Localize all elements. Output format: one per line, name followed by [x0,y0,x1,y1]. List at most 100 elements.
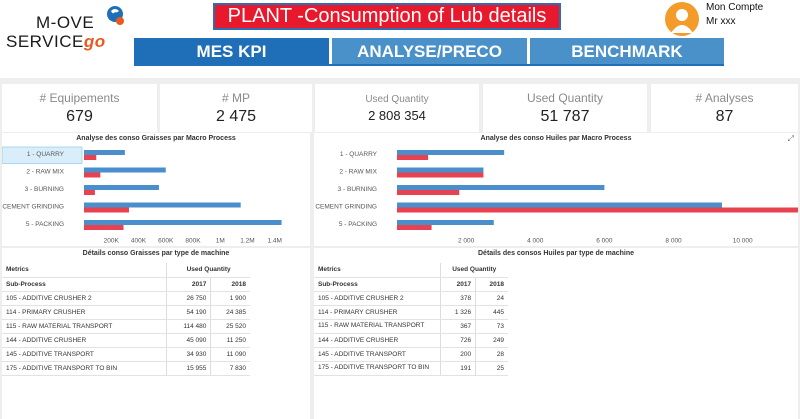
x-tick-label: 800K [185,238,201,245]
table-row[interactable]: 115 - RAW MATERIAL TRANSPORT 114 480 25 52… [2,319,250,334]
x-tick-label: 8 000 [665,238,682,245]
category-label[interactable]: 5 - PACKING [26,221,64,228]
x-tick-label: 400K [131,238,147,245]
category-label[interactable]: 2 - RAW MIX [339,169,377,176]
chart-graisses: 1 - QUARRY 2 - RAW MIX 3 - BURNING 4 - CEME… [2,146,282,245]
kpi-mp: # MP 2 475 [160,84,312,132]
row-label: 105 - ADDITIVE CRUSHER 2 [314,291,440,306]
bar-2017[interactable] [84,220,282,225]
year-header: 2017 [166,277,211,292]
table-title: Détails conso Graisses par type de machi… [82,250,230,257]
kpi-value: 2 475 [215,108,257,125]
kpi-value: 87 [715,108,734,125]
row-label: 175 - ADDITIVE TRANSPORT TO BIN [2,361,167,376]
expand-icon[interactable]: ⤢ [787,134,794,143]
row-value: 25 520 [210,319,250,334]
category-label[interactable]: 5 - PACKING [339,221,377,228]
bar-2017[interactable] [397,167,484,173]
row-value: 15 955 [166,361,211,376]
bar-2017[interactable] [397,150,505,155]
row-value: 73 [475,319,508,334]
account-label[interactable]: Mon Compte [706,2,764,13]
chart-title: Analyse des conso Graisses par Macro Pro… [76,135,236,142]
tab-mes-kpi[interactable]: MES KPI [134,38,329,65]
bar-2018[interactable] [84,207,129,213]
category-label[interactable]: 4 - CEMENT GRINDING [2,204,64,211]
x-tick-label: 4 000 [527,238,544,245]
kpi-used-quantity-graisses: Used Quantity 2 808 354 [315,84,479,132]
logo-go: go [83,32,106,51]
row-value: 1 900 [210,291,250,306]
table-row[interactable]: 145 - ADDITIVE TRANSPORT 34 930 11 090 [2,347,250,362]
row-value: 11 250 [210,333,250,348]
chart-panel-huiles: Analyse des conso Huiles par Macro Proce… [314,133,798,246]
bar-2017[interactable] [397,220,494,225]
bar-2018[interactable] [84,225,124,230]
category-label[interactable]: 3 - BURNING [25,186,64,193]
row-label: 114 - PRIMARY CRUSHER [2,305,167,320]
category-label[interactable]: 4 - CEMENT GRINDING [314,204,377,211]
table-row[interactable]: 105 - ADDITIVE CRUSHER 2 26 750 1 900 [2,291,250,306]
kpi-analyses: # Analyses 87 [651,84,798,132]
table-row[interactable]: 105 - ADDITIVE CRUSHER 2 378 24 [314,291,508,306]
kpi-value: 2 808 354 [368,108,426,123]
row-value: 11 090 [210,347,250,362]
row-value: 24 [475,291,508,306]
bar-2018[interactable] [84,172,101,178]
bar-2018[interactable] [397,155,429,160]
bar-2017[interactable] [84,150,125,155]
table-row[interactable]: 115 - RAW MATERIAL TRANSPORT 367 73 [314,319,508,334]
chart-panel-graisses: Analyse des conso Graisses par Macro Pro… [2,133,310,246]
bar-2018[interactable] [397,190,460,195]
row-label: 145 - ADDITIVE TRANSPORT [314,347,440,362]
table-panel-huiles: Détails des consos Huiles par type de ma… [314,248,798,419]
bar-2017[interactable] [84,167,166,173]
subprocess-header: Sub-Process [2,277,167,292]
selected-row-highlight [2,146,83,164]
row-value: 200 [439,347,476,362]
tab-analyse-preco[interactable]: ANALYSE/PRECO [332,38,527,65]
bar-2018[interactable] [397,172,484,178]
row-value: 24 385 [210,305,250,320]
table-row[interactable]: 175 - ADDITIVE TRANSPORT TO BIN 15 955 7 8… [2,361,250,376]
row-label: 144 - ADDITIVE CRUSHER [314,333,440,348]
table-row[interactable]: 114 - PRIMARY CRUSHER 1 326 445 [314,305,508,320]
avatar[interactable] [665,2,699,36]
table-row[interactable]: 145 - ADDITIVE TRANSPORT 200 28 [314,347,508,362]
row-value: 28 [475,347,508,362]
bar-2017[interactable] [84,185,159,190]
row-value: 1 326 [439,305,476,320]
category-label[interactable]: 1 - QUARRY [27,151,65,158]
bar-2017[interactable] [84,202,241,208]
bar-2017[interactable] [397,185,605,190]
row-label: 115 - RAW MATERIAL TRANSPORT [2,319,167,334]
row-value: 249 [475,333,508,348]
row-value: 45 090 [166,333,211,348]
account-user: Mr xxx [706,16,736,27]
bar-2018[interactable] [397,207,798,213]
category-label[interactable]: 1 - QUARRY [340,151,378,158]
category-label[interactable]: 2 - RAW MIX [26,169,64,176]
table-row[interactable]: 144 - ADDITIVE CRUSHER 45 090 11 250 [2,333,250,348]
bar-2017[interactable] [397,202,722,208]
row-label: 175 - ADDITIVE TRANSPORT TO BIN [314,361,440,376]
row-value: 114 480 [166,319,211,334]
bar-2018[interactable] [397,225,432,230]
year-header: 2017 [439,277,476,292]
row-label: 115 - RAW MATERIAL TRANSPORT [314,319,440,334]
tab-benchmark[interactable]: BENCHMARK [530,38,724,65]
bar-2018[interactable] [84,155,97,160]
logo-line1: M-OVE [36,13,95,32]
table-row[interactable]: 144 - ADDITIVE CRUSHER 726 249 [314,333,508,348]
kpi-label: # MP [221,91,250,105]
category-label[interactable]: 3 - BURNING [338,186,377,193]
measure-header: Used Quantity [166,263,250,278]
row-label: 105 - ADDITIVE CRUSHER 2 [2,291,167,306]
table-row[interactable]: 114 - PRIMARY CRUSHER 54 190 24 385 [2,305,250,320]
row-label: 145 - ADDITIVE TRANSPORT [2,347,167,362]
table-row[interactable]: 175 - ADDITIVE TRANSPORT TO BIN 191 25 [314,361,508,376]
bar-2018[interactable] [84,190,95,195]
x-tick-label: 2 000 [458,238,475,245]
x-tick-label: 6 000 [596,238,613,245]
year-header: 2018 [475,277,508,292]
